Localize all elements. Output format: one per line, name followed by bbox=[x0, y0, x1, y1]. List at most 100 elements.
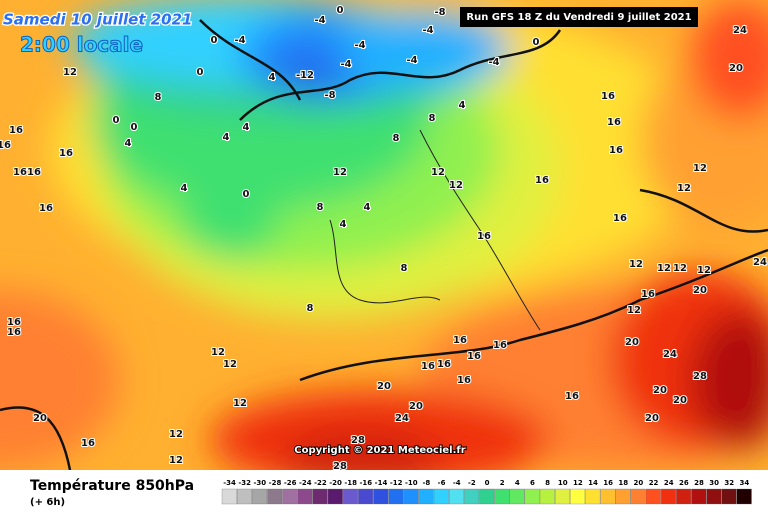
isotherm-label: 12 bbox=[63, 67, 77, 78]
isotherm-label: 0 bbox=[113, 115, 120, 126]
isotherm bbox=[0, 188, 768, 470]
copyright: Copyright © 2021 Meteociel.fr bbox=[294, 445, 465, 456]
isotherm-label: 20 bbox=[377, 381, 391, 392]
scale-swatch bbox=[373, 488, 389, 505]
scale-swatch bbox=[509, 488, 525, 505]
scale-swatch bbox=[645, 488, 661, 505]
isotherm-label: 0 bbox=[533, 37, 540, 48]
scale-swatch bbox=[267, 488, 283, 505]
isotherm-label: 12 bbox=[333, 167, 347, 178]
isotherm-label: -4 bbox=[488, 57, 499, 68]
isotherm-label: 16 bbox=[9, 125, 23, 136]
isotherm bbox=[199, 19, 562, 121]
scale-label: 20 bbox=[634, 479, 644, 487]
isotherm-label: 8 bbox=[307, 303, 314, 314]
isotherm-label: 24 bbox=[733, 25, 747, 36]
isotherm-label: 16 bbox=[607, 117, 621, 128]
isotherm-label: 20 bbox=[33, 413, 47, 424]
scale-label: -12 bbox=[390, 479, 403, 487]
isotherm-label: -8 bbox=[324, 90, 335, 101]
isotherm-label: -4 bbox=[354, 40, 365, 51]
isotherm-label: 16 bbox=[39, 203, 53, 214]
isotherm-label: 20 bbox=[729, 63, 743, 74]
isotherm-label: 16 bbox=[609, 145, 623, 156]
scale-swatch bbox=[494, 488, 510, 505]
scale-label: -22 bbox=[314, 479, 327, 487]
isotherm-label: 16 bbox=[421, 361, 435, 372]
isotherm-label: -4 bbox=[340, 59, 351, 70]
scale-swatch bbox=[252, 488, 268, 505]
isotherm-label: 16 bbox=[437, 359, 451, 370]
scale-label: -18 bbox=[344, 479, 357, 487]
isotherm-label: 28 bbox=[333, 461, 347, 472]
isotherm-label: 8 bbox=[317, 202, 324, 213]
isotherm-label: -4 bbox=[314, 15, 325, 26]
isotherm-label: 12 bbox=[449, 180, 463, 191]
scale-label: -34 bbox=[223, 479, 236, 487]
isotherm-label: 16 bbox=[641, 289, 655, 300]
scale-label: 28 bbox=[694, 479, 704, 487]
scale-label: 24 bbox=[664, 479, 674, 487]
isotherm-label: 16 bbox=[59, 148, 73, 159]
isotherm-label: 0 bbox=[197, 67, 204, 78]
scale-label: 12 bbox=[573, 479, 583, 487]
isotherm-label: 12 bbox=[673, 263, 687, 274]
isotherm-label: 24 bbox=[663, 349, 677, 360]
scale-label: -6 bbox=[438, 479, 446, 487]
scale-label: 2 bbox=[500, 479, 505, 487]
footer-subtitle: (+ 6h) bbox=[30, 497, 65, 508]
time-label: 2:00 locale bbox=[20, 33, 143, 57]
scale-swatch bbox=[600, 488, 616, 505]
scale-swatch bbox=[312, 488, 328, 505]
isotherm-label: 16 bbox=[81, 438, 95, 449]
run-box bbox=[460, 7, 698, 27]
scale-swatch bbox=[297, 488, 313, 505]
scale-swatch bbox=[691, 488, 707, 505]
scale-label: -8 bbox=[423, 479, 431, 487]
isotherm-label: 20 bbox=[693, 285, 707, 296]
scale-swatch bbox=[706, 488, 722, 505]
isotherm-label: 0 bbox=[243, 189, 250, 200]
isotherm-label: 12 bbox=[233, 398, 247, 409]
isotherm-label: 12 bbox=[211, 347, 225, 358]
scale-label: 14 bbox=[588, 479, 598, 487]
scale-swatch bbox=[736, 488, 752, 505]
footer-title: Température 850hPa bbox=[30, 478, 194, 494]
isotherm-label: 4 bbox=[125, 138, 132, 149]
isotherm-label: 8 bbox=[401, 263, 408, 274]
scale-swatch bbox=[236, 488, 252, 505]
isotherm-label: 12 bbox=[693, 163, 707, 174]
isotherm-label: -4 bbox=[234, 35, 245, 46]
isotherm-label: 12 bbox=[677, 183, 691, 194]
scale-swatch bbox=[524, 488, 540, 505]
scale-label: 22 bbox=[649, 479, 659, 487]
isotherm-label: 12 bbox=[169, 455, 183, 466]
scale-swatch bbox=[539, 488, 555, 505]
scale-swatch bbox=[221, 488, 237, 505]
isotherm-label: -4 bbox=[422, 25, 433, 36]
scale-swatch bbox=[448, 488, 464, 505]
scale-swatch bbox=[358, 488, 374, 505]
run-label: Run GFS 18 Z du Vendredi 9 juillet 2021 bbox=[466, 12, 691, 23]
isotherm-label: 20 bbox=[653, 385, 667, 396]
isotherm-label: 20 bbox=[645, 413, 659, 424]
scale-label: -16 bbox=[360, 479, 373, 487]
isotherm-label: 16 bbox=[565, 391, 579, 402]
isotherm-label: 4 bbox=[243, 122, 250, 133]
isotherm-label: 16 bbox=[467, 351, 481, 362]
isotherm-label: 16 bbox=[601, 91, 615, 102]
scale-label: 18 bbox=[618, 479, 628, 487]
isotherm-label: 8 bbox=[393, 133, 400, 144]
isotherm-label: 12 bbox=[657, 263, 671, 274]
isotherm-label: 16 bbox=[613, 213, 627, 224]
isotherm-label: 28 bbox=[351, 435, 365, 446]
isotherm-label: 20 bbox=[673, 395, 687, 406]
scale-label: 30 bbox=[709, 479, 719, 487]
isotherm-label: 12 bbox=[629, 259, 643, 270]
isotherm-label: -12 bbox=[296, 70, 314, 81]
scale-label: -10 bbox=[405, 479, 418, 487]
scale-label: -2 bbox=[468, 479, 476, 487]
scale-label: -30 bbox=[254, 479, 267, 487]
color-scale: -34 -32 -30 -28 -26 -24 -22 -20 -18 -16 -14 -12 -10-… bbox=[221, 479, 752, 505]
